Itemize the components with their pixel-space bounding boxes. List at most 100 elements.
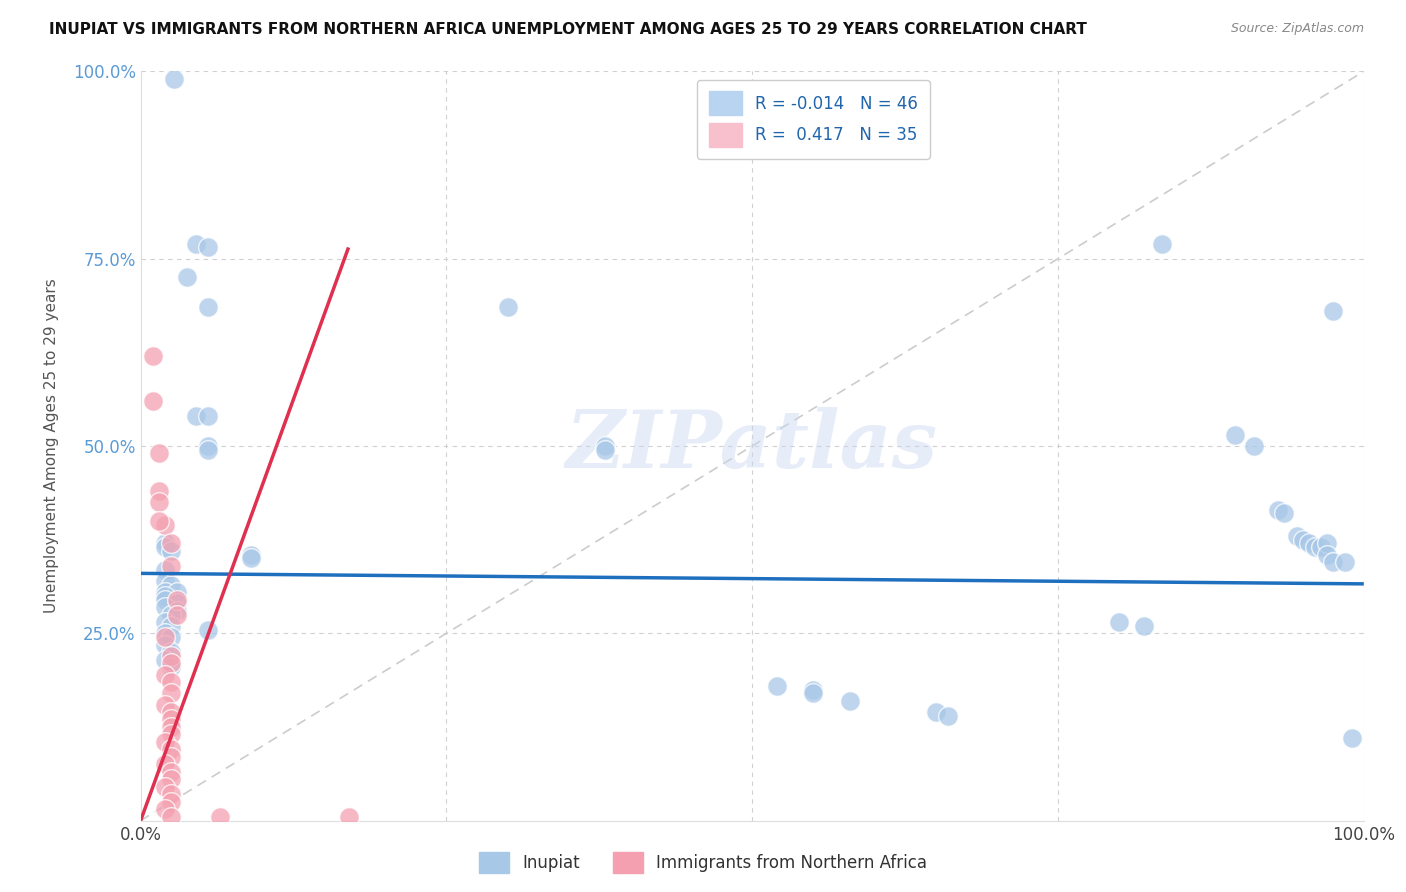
Point bbox=[160, 795, 183, 809]
Legend: Inupiat, Immigrants from Northern Africa: Inupiat, Immigrants from Northern Africa bbox=[472, 846, 934, 880]
Point bbox=[1316, 548, 1339, 562]
Point bbox=[160, 657, 183, 671]
Point bbox=[148, 446, 170, 460]
Point bbox=[160, 619, 183, 633]
Point bbox=[765, 679, 787, 693]
Point bbox=[1291, 533, 1313, 547]
Point bbox=[153, 638, 176, 652]
Text: INUPIAT VS IMMIGRANTS FROM NORTHERN AFRICA UNEMPLOYMENT AMONG AGES 25 TO 29 YEAR: INUPIAT VS IMMIGRANTS FROM NORTHERN AFRI… bbox=[49, 22, 1087, 37]
Point bbox=[160, 810, 183, 824]
Point bbox=[153, 540, 176, 554]
Point bbox=[197, 240, 219, 254]
Point bbox=[153, 626, 176, 640]
Point bbox=[1322, 304, 1344, 318]
Point bbox=[162, 71, 184, 86]
Point bbox=[160, 577, 183, 591]
Point bbox=[1225, 427, 1247, 442]
Point bbox=[148, 483, 170, 498]
Point bbox=[160, 558, 183, 573]
Point bbox=[803, 686, 825, 700]
Point bbox=[153, 802, 176, 816]
Point bbox=[197, 439, 219, 453]
Point bbox=[839, 694, 862, 708]
Point bbox=[184, 236, 207, 251]
Point bbox=[153, 698, 176, 712]
Point bbox=[160, 772, 183, 787]
Point bbox=[197, 623, 219, 637]
Point bbox=[160, 788, 183, 802]
Point bbox=[153, 600, 176, 615]
Point bbox=[153, 780, 176, 794]
Point bbox=[153, 585, 176, 599]
Point bbox=[197, 301, 219, 315]
Point bbox=[925, 705, 948, 719]
Point bbox=[148, 514, 170, 528]
Point bbox=[153, 589, 176, 603]
Point bbox=[197, 409, 219, 423]
Point bbox=[160, 536, 183, 550]
Point bbox=[160, 660, 183, 674]
Point bbox=[153, 517, 176, 532]
Point bbox=[153, 536, 176, 550]
Point bbox=[160, 713, 183, 727]
Y-axis label: Unemployment Among Ages 25 to 29 years: Unemployment Among Ages 25 to 29 years bbox=[44, 278, 59, 614]
Point bbox=[337, 810, 360, 824]
Point bbox=[496, 301, 519, 315]
Point bbox=[209, 810, 232, 824]
Point bbox=[142, 349, 165, 363]
Point bbox=[153, 630, 176, 644]
Point bbox=[166, 585, 188, 599]
Point bbox=[1267, 502, 1289, 516]
Point bbox=[1340, 731, 1362, 746]
Point bbox=[160, 607, 183, 622]
Point bbox=[1322, 555, 1344, 569]
Point bbox=[160, 750, 183, 764]
Point bbox=[166, 592, 188, 607]
Point bbox=[153, 667, 176, 681]
Point bbox=[803, 682, 825, 697]
Point bbox=[239, 551, 262, 566]
Point bbox=[160, 645, 183, 659]
Point bbox=[153, 757, 176, 772]
Point bbox=[153, 592, 176, 607]
Point bbox=[160, 648, 183, 663]
Point bbox=[1108, 615, 1130, 629]
Point bbox=[160, 675, 183, 690]
Point bbox=[153, 735, 176, 749]
Point bbox=[160, 727, 183, 741]
Point bbox=[595, 439, 617, 453]
Point bbox=[1310, 540, 1333, 554]
Point bbox=[160, 705, 183, 719]
Point bbox=[153, 652, 176, 666]
Point bbox=[142, 394, 165, 409]
Point bbox=[153, 563, 176, 577]
Point bbox=[595, 442, 617, 457]
Point bbox=[1316, 536, 1339, 550]
Text: ZIPatlas: ZIPatlas bbox=[567, 408, 938, 484]
Text: Source: ZipAtlas.com: Source: ZipAtlas.com bbox=[1230, 22, 1364, 36]
Point bbox=[153, 615, 176, 629]
Point bbox=[160, 544, 183, 558]
Point bbox=[160, 630, 183, 644]
Point bbox=[166, 604, 188, 618]
Point bbox=[160, 686, 183, 700]
Point bbox=[936, 708, 959, 723]
Point bbox=[1303, 540, 1326, 554]
Point bbox=[239, 548, 262, 562]
Point bbox=[160, 720, 183, 734]
Point bbox=[1132, 619, 1154, 633]
Point bbox=[160, 742, 183, 756]
Point bbox=[1298, 536, 1320, 550]
Point bbox=[176, 270, 198, 285]
Point bbox=[160, 764, 183, 779]
Point bbox=[148, 495, 170, 509]
Point bbox=[1272, 507, 1295, 521]
Point bbox=[1285, 529, 1308, 543]
Point bbox=[153, 574, 176, 588]
Point bbox=[1334, 555, 1357, 569]
Point bbox=[1243, 439, 1265, 453]
Point bbox=[197, 442, 219, 457]
Legend: R = -0.014   N = 46, R =  0.417   N = 35: R = -0.014 N = 46, R = 0.417 N = 35 bbox=[697, 79, 929, 159]
Point bbox=[184, 409, 207, 423]
Point bbox=[1150, 236, 1173, 251]
